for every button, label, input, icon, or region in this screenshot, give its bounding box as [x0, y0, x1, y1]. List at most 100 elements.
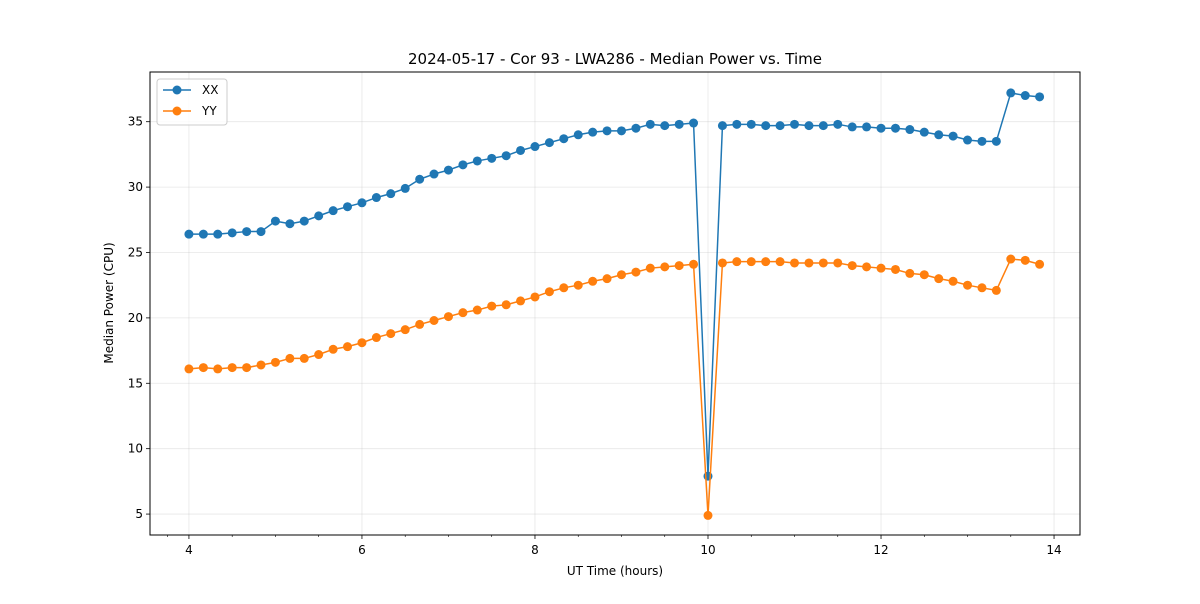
data-point-yy: [371, 333, 381, 343]
data-point-yy: [934, 274, 944, 284]
y-tick-label: 5: [135, 507, 143, 521]
data-point-xx: [790, 119, 800, 129]
data-point-yy: [328, 344, 338, 354]
data-point-xx: [357, 198, 367, 208]
data-point-yy: [703, 510, 713, 520]
data-point-yy: [213, 364, 223, 374]
data-point-yy: [1006, 254, 1016, 264]
data-point-yy: [472, 305, 482, 315]
legend-marker-yy: [172, 106, 182, 116]
data-point-xx: [948, 131, 958, 141]
data-point-xx: [616, 126, 626, 136]
series-layer: [184, 88, 1045, 520]
data-point-yy: [184, 364, 194, 374]
data-point-yy: [919, 270, 929, 280]
data-point-yy: [862, 262, 872, 272]
y-tick-label: 30: [128, 180, 143, 194]
data-point-xx: [242, 227, 252, 237]
data-point-yy: [314, 350, 324, 360]
data-point-yy: [746, 257, 756, 267]
chart-title: 2024-05-17 - Cor 93 - LWA286 - Median Po…: [408, 50, 822, 68]
data-point-xx: [343, 202, 353, 212]
data-point-yy: [573, 280, 583, 290]
data-point-xx: [804, 121, 814, 131]
x-tick-label: 14: [1046, 543, 1061, 557]
data-point-xx: [213, 229, 223, 239]
data-point-yy: [198, 363, 208, 373]
data-point-xx: [660, 121, 670, 131]
data-point-xx: [1035, 92, 1045, 102]
data-point-yy: [256, 360, 266, 370]
data-point-yy: [804, 258, 814, 268]
data-point-yy: [501, 300, 511, 310]
data-point-yy: [963, 280, 973, 290]
data-point-xx: [544, 138, 554, 148]
data-point-yy: [357, 338, 367, 348]
y-tick-label: 15: [128, 376, 143, 390]
data-point-yy: [299, 353, 309, 363]
data-point-xx: [876, 123, 886, 133]
data-point-xx: [905, 125, 915, 135]
data-point-yy: [645, 263, 655, 273]
data-point-xx: [285, 219, 295, 229]
data-point-yy: [717, 258, 727, 268]
data-point-yy: [977, 283, 987, 293]
data-point-xx: [458, 160, 468, 170]
data-point-yy: [270, 357, 280, 367]
data-point-xx: [775, 121, 785, 131]
legend: XX YY: [156, 78, 228, 126]
data-point-xx: [588, 127, 598, 137]
data-point-yy: [559, 283, 569, 293]
data-point-xx: [227, 228, 237, 238]
data-point-xx: [516, 145, 526, 155]
data-point-yy: [847, 261, 857, 271]
data-point-xx: [1006, 88, 1016, 98]
data-point-yy: [415, 319, 425, 329]
data-point-yy: [343, 342, 353, 352]
data-point-yy: [429, 316, 439, 326]
data-point-xx: [1020, 91, 1030, 101]
data-point-xx: [991, 136, 1001, 146]
x-tick-label: 4: [185, 543, 193, 557]
data-point-yy: [386, 329, 396, 339]
y-tick-label: 10: [128, 442, 143, 456]
data-point-xx: [386, 189, 396, 199]
data-point-yy: [905, 268, 915, 278]
data-point-yy: [400, 325, 410, 335]
data-point-yy: [443, 312, 453, 322]
data-point-yy: [516, 296, 526, 306]
axis-ticks: 4 6 8 10 12 14 5 10 15 20 25 30 35: [128, 115, 1062, 557]
legend-marker-xx: [172, 85, 182, 95]
data-point-xx: [573, 130, 583, 140]
data-point-xx: [977, 136, 987, 146]
data-point-xx: [443, 165, 453, 175]
data-point-yy: [790, 258, 800, 268]
data-point-yy: [876, 263, 886, 273]
data-point-yy: [544, 287, 554, 297]
data-point-xx: [833, 119, 843, 129]
x-tick-label: 8: [531, 543, 539, 557]
legend-label-yy: YY: [201, 104, 217, 118]
y-axis-label: Median Power (CPU): [102, 242, 116, 363]
data-point-yy: [285, 353, 295, 363]
y-tick-label: 25: [128, 245, 143, 259]
data-point-xx: [299, 216, 309, 226]
data-point-yy: [660, 262, 670, 272]
data-point-xx: [314, 211, 324, 221]
data-point-xx: [501, 151, 511, 161]
data-point-xx: [530, 142, 540, 152]
data-point-yy: [588, 276, 598, 286]
data-point-xx: [645, 119, 655, 129]
data-point-xx: [429, 169, 439, 179]
data-point-xx: [934, 130, 944, 140]
data-point-xx: [328, 206, 338, 216]
x-axis-label: UT Time (hours): [567, 564, 663, 578]
data-point-xx: [270, 216, 280, 226]
series-yy: [184, 254, 1045, 520]
data-point-xx: [674, 119, 684, 129]
data-point-yy: [616, 270, 626, 280]
y-tick-label: 20: [128, 311, 143, 325]
data-point-xx: [472, 156, 482, 166]
